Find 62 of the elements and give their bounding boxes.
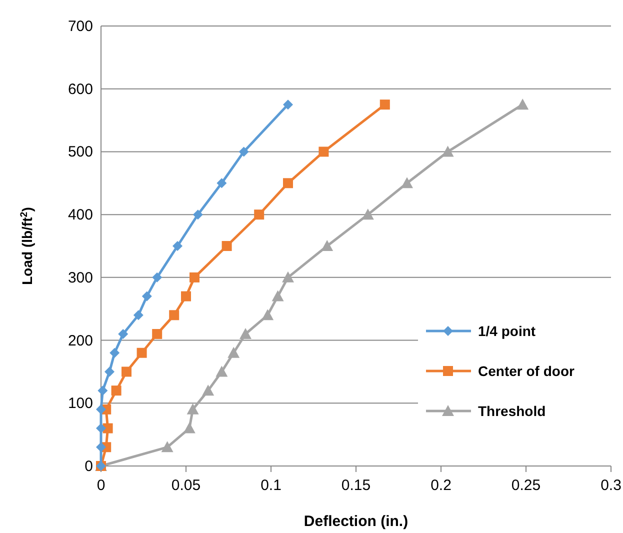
point xyxy=(190,272,200,282)
point xyxy=(228,346,240,358)
point xyxy=(222,241,232,251)
x-tick-label: 0.05 xyxy=(171,477,201,494)
point xyxy=(401,177,413,188)
point xyxy=(186,403,199,414)
y-tick-label: 400 xyxy=(68,206,93,224)
point xyxy=(282,271,294,282)
legend-label: Threshold xyxy=(478,403,546,419)
point xyxy=(110,348,120,358)
y-tick-label: 200 xyxy=(68,332,93,350)
point xyxy=(362,208,374,220)
point xyxy=(133,310,144,320)
point xyxy=(183,422,196,434)
point xyxy=(122,366,132,377)
point xyxy=(118,329,128,339)
point xyxy=(111,386,122,396)
point xyxy=(318,146,329,157)
point xyxy=(254,210,264,220)
point xyxy=(240,328,252,339)
x-tick-label: 0.1 xyxy=(260,477,282,494)
point xyxy=(238,146,249,157)
y-tick-label: 100 xyxy=(68,395,93,412)
point xyxy=(152,329,162,339)
legend-label: Center of door xyxy=(478,363,575,379)
point xyxy=(161,441,174,452)
point xyxy=(181,291,191,302)
point xyxy=(96,442,106,452)
point xyxy=(142,291,152,302)
y-tick-label: 0 xyxy=(84,458,93,475)
point xyxy=(516,98,529,110)
point xyxy=(283,100,293,110)
point xyxy=(169,310,180,320)
point xyxy=(202,384,214,396)
point xyxy=(262,309,274,320)
x-tick-label: 0.15 xyxy=(341,477,371,494)
x-axis-title: Deflection (in.) xyxy=(304,513,408,530)
point xyxy=(102,423,113,434)
y-tick-label: 700 xyxy=(68,18,93,35)
y-tick-label: 600 xyxy=(68,80,93,98)
point xyxy=(104,366,114,377)
point xyxy=(136,348,147,358)
point xyxy=(98,386,108,396)
point xyxy=(380,100,390,110)
point xyxy=(272,290,284,302)
point xyxy=(216,366,228,377)
y-tick-label: 500 xyxy=(68,144,93,161)
y-tick-label: 300 xyxy=(68,269,93,286)
point xyxy=(442,146,454,157)
legend-label: 1/4 point xyxy=(478,323,536,339)
point xyxy=(283,178,293,188)
x-tick-label: 0 xyxy=(96,477,106,494)
point xyxy=(321,240,334,251)
x-tick-label: 0.25 xyxy=(511,477,541,494)
point xyxy=(172,241,182,251)
point xyxy=(152,272,162,282)
point xyxy=(96,423,106,434)
point xyxy=(96,404,106,414)
point xyxy=(216,178,227,188)
x-tick-label: 0.2 xyxy=(430,477,452,494)
point xyxy=(192,210,203,220)
x-tick-label: 0.3 xyxy=(600,477,622,494)
